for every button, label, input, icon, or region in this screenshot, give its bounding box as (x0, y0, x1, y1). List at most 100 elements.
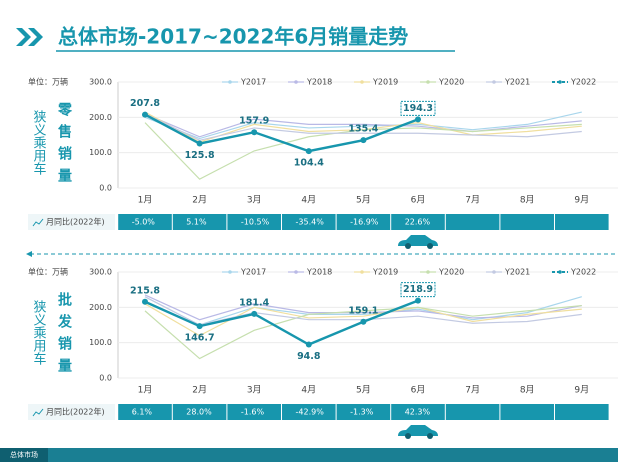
yoy-cell (336, 214, 391, 230)
x-tick-label: 6月 (411, 385, 426, 396)
unit-label: 单位：万辆 (28, 77, 68, 87)
series-line (144, 113, 582, 141)
series-line (144, 113, 419, 153)
legend-marker (294, 80, 298, 84)
legend-label: Y2017 (240, 78, 266, 87)
yoy-cell (500, 404, 554, 420)
x-tick-label: 4月 (301, 195, 316, 206)
legend-marker (492, 80, 496, 84)
series-line (144, 113, 582, 138)
legend-label: Y2022 (570, 268, 596, 277)
data-point (305, 341, 312, 348)
x-tick-label: 8月 (520, 195, 535, 206)
data-point (251, 129, 258, 136)
legend-label: Y2017 (240, 268, 266, 277)
yoy-value: -1.6% (241, 408, 265, 417)
legend-label: Y2020 (438, 268, 464, 277)
y-tick-label: 300.0 (89, 268, 112, 277)
legend-label: Y2019 (372, 268, 398, 277)
series-line (144, 299, 419, 346)
chevron-icon (16, 28, 43, 46)
data-point (196, 140, 203, 147)
legend-marker (360, 270, 364, 274)
legend-label: Y2020 (438, 78, 464, 87)
y-tick-label: 100.0 (89, 338, 112, 347)
legend-marker (360, 80, 364, 84)
y-title: 批发销量 (56, 291, 73, 380)
series-line (144, 111, 582, 140)
data-label: 215.8 (130, 285, 160, 296)
data-label: 94.8 (297, 351, 321, 362)
data-point (415, 116, 421, 123)
series-line (144, 304, 582, 360)
data-point (142, 298, 148, 305)
unit-label: 单位：万辆 (28, 267, 68, 277)
y-tick-label: 200.0 (89, 303, 112, 312)
yoy-icon (32, 218, 44, 227)
car-wheel (405, 243, 411, 249)
yoy-value: 6.1% (132, 408, 153, 417)
yoy-value: 5.1% (186, 218, 207, 227)
legend-marker (426, 80, 430, 84)
yoy-cell (336, 404, 391, 420)
x-tick-label: 2月 (192, 385, 207, 396)
x-tick-label: 2月 (192, 195, 207, 206)
yoy-value: -16.9% (350, 218, 379, 227)
data-label: 146.7 (185, 333, 215, 344)
tab-bar (0, 448, 618, 462)
data-label: 125.8 (185, 150, 215, 161)
yoy-cell (172, 404, 227, 420)
y-tick-label: 200.0 (89, 113, 112, 122)
yoy-cell (172, 214, 227, 230)
page-title: 总体市场-2017~2022年6月销量走势 (58, 25, 408, 49)
legend-label: Y2022 (570, 78, 596, 87)
legend-marker (558, 80, 562, 84)
series-line (144, 122, 582, 180)
data-point (305, 148, 312, 155)
x-tick-label: 1月 (138, 385, 153, 396)
data-label: 207.8 (130, 98, 160, 109)
tab-active[interactable] (0, 448, 48, 462)
car-wheel (427, 243, 433, 249)
yoy-cell (555, 214, 609, 230)
tab-label[interactable]: 总体市场 (10, 450, 38, 459)
x-tick-label: 3月 (247, 195, 262, 206)
legend-label: Y2021 (504, 268, 530, 277)
x-tick-label: 7月 (465, 385, 480, 396)
yoy-label-bg (28, 404, 115, 420)
legend-marker (492, 270, 496, 274)
legend-marker (294, 270, 298, 274)
legend-label: Y2021 (504, 78, 530, 87)
yoy-value: 28.0% (186, 408, 212, 417)
data-label: 159.1 (348, 305, 378, 316)
y-tick-label: 300.0 (89, 78, 112, 87)
x-tick-label: 5月 (356, 195, 371, 206)
legend-label: Y2018 (306, 78, 332, 87)
y-tick-label: 0.0 (99, 374, 112, 383)
data-point (196, 323, 203, 330)
data-label: 194.3 (403, 103, 433, 114)
data-point (251, 310, 258, 317)
x-tick-label: 6月 (411, 195, 426, 206)
label-box (400, 282, 436, 298)
car-wheel (427, 433, 433, 439)
legend-marker (558, 270, 562, 274)
yoy-cell (391, 214, 445, 230)
car-wheel (405, 433, 411, 439)
data-point (360, 318, 367, 325)
x-tick-label: 3月 (247, 385, 262, 396)
yoy-value: 22.6% (405, 218, 431, 227)
yoy-value: 42.3% (405, 408, 431, 417)
x-tick-label: 1月 (138, 195, 153, 206)
yoy-value: -42.9% (296, 408, 325, 417)
yoy-cell (445, 404, 500, 420)
legend-label: Y2018 (306, 268, 332, 277)
yoy-value: -5.0% (132, 218, 156, 227)
legend-marker (228, 270, 232, 274)
series-line (144, 296, 582, 326)
legend-label: Y2019 (372, 78, 398, 87)
series-line (144, 303, 582, 337)
yoy-cell (118, 404, 172, 420)
data-point (142, 111, 148, 118)
